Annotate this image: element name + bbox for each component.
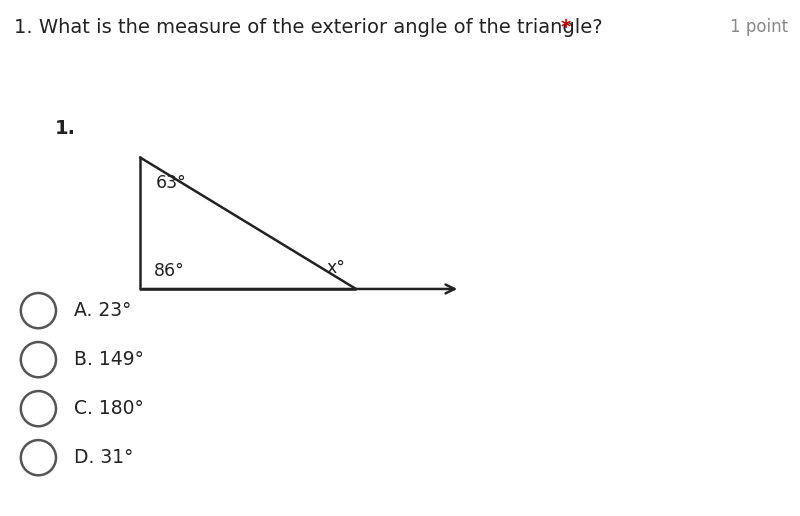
- Text: 1. What is the measure of the exterior angle of the triangle?: 1. What is the measure of the exterior a…: [14, 18, 610, 37]
- Text: 63°: 63°: [156, 174, 186, 192]
- Text: *: *: [561, 18, 571, 37]
- Text: A. 23°: A. 23°: [74, 301, 131, 320]
- Text: D. 31°: D. 31°: [74, 448, 133, 467]
- Text: x°: x°: [326, 259, 346, 277]
- Text: C. 180°: C. 180°: [74, 399, 143, 418]
- Text: B. 149°: B. 149°: [74, 350, 143, 369]
- Text: 1 point: 1 point: [730, 18, 788, 36]
- Text: 86°: 86°: [154, 262, 184, 280]
- Text: 1.: 1.: [54, 119, 75, 138]
